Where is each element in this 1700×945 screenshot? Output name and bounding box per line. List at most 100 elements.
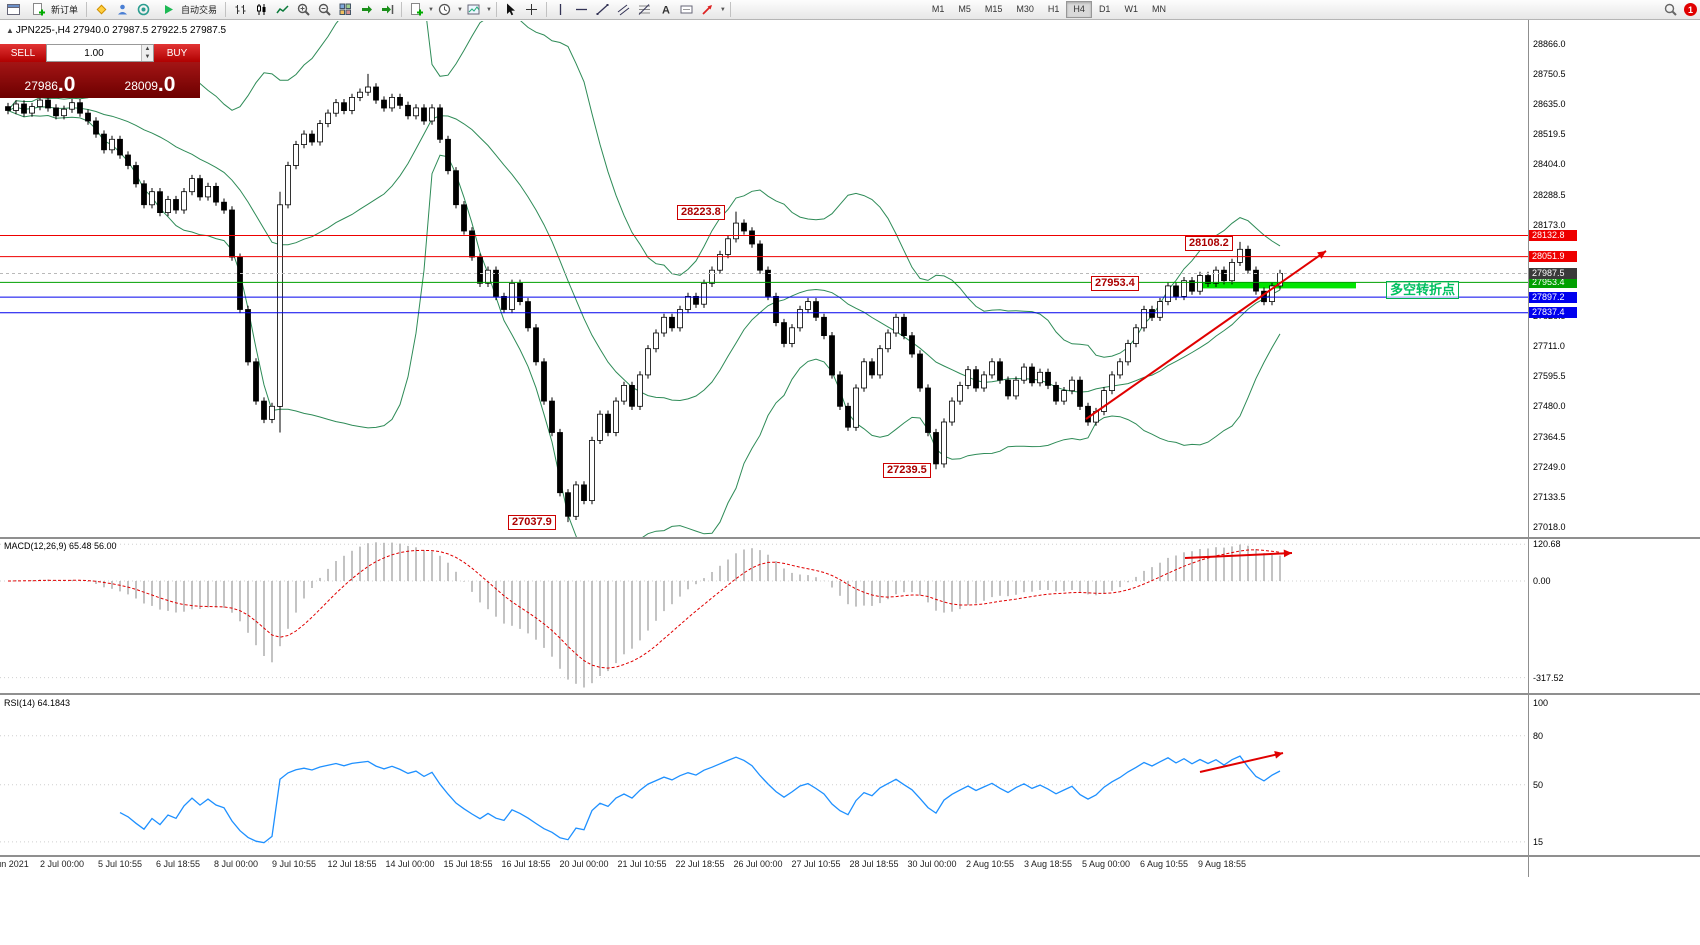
price-axis-label: 27364.5	[1533, 432, 1566, 442]
bollinger-bands	[7, 21, 1281, 537]
arrow-tools-caret[interactable]: ▼	[719, 6, 726, 13]
autotrading-button[interactable]: 自动交易	[154, 1, 221, 18]
fibonacci-icon[interactable]	[635, 1, 655, 18]
timeframe-h1[interactable]: H1	[1047, 4, 1060, 14]
svg-text:A: A	[662, 5, 670, 17]
periods-clock-icon[interactable]	[435, 1, 455, 18]
time-axis-label: 5 Aug 00:00	[1081, 859, 1131, 869]
volume-down-icon[interactable]: ▼	[142, 53, 153, 61]
time-axis-label: 15 Jul 18:55	[443, 859, 493, 869]
price-axis-label: 27711.0	[1533, 341, 1565, 351]
zoom-in-icon[interactable]	[293, 1, 313, 18]
volume-value[interactable]: 1.00	[84, 47, 104, 59]
sell-price[interactable]: 27986.0	[24, 73, 76, 96]
price-annotation[interactable]: 28223.8	[677, 205, 725, 220]
price-annotation[interactable]: 28108.2	[1185, 236, 1233, 251]
channel-icon[interactable]	[614, 1, 634, 18]
community-icon[interactable]	[133, 1, 153, 18]
time-axis-label: 26 Jul 00:00	[733, 859, 783, 869]
time-axis-label: 27 Jul 10:55	[791, 859, 841, 869]
price-tag: 27953.4	[1529, 277, 1577, 288]
profile-icon[interactable]	[112, 1, 132, 18]
symbol-info: ▲ JPN225-,H4 27940.0 27987.5 27922.5 2798…	[6, 25, 227, 36]
horizontal-line-icon[interactable]	[572, 1, 592, 18]
panel-splitter[interactable]	[0, 693, 1700, 695]
auto-scroll-icon[interactable]	[356, 1, 376, 18]
autotrading-play-icon	[158, 1, 178, 18]
time-axis-label: 30 Jul 00:00	[907, 859, 957, 869]
arrow-tools-icon[interactable]	[698, 1, 718, 18]
new-order-button[interactable]: 新订单	[24, 1, 82, 18]
time-axis-label: 3 Aug 18:55	[1023, 859, 1073, 869]
new-chart-caret[interactable]: ▼	[428, 6, 434, 13]
price-annotation[interactable]: 27239.5	[883, 463, 931, 478]
separator	[86, 2, 88, 17]
chart-shift-icon[interactable]	[377, 1, 397, 18]
macd-signal-line	[7, 549, 1281, 669]
new-order-label: 新订单	[51, 5, 79, 15]
timeframe-h4[interactable]: H4	[1066, 1, 1092, 18]
timeframe-w1[interactable]: W1	[1124, 4, 1138, 14]
timeframe-mn[interactable]: MN	[1151, 4, 1166, 14]
price-axis-label: 28173.0	[1533, 220, 1566, 230]
price-tag: 28051.9	[1529, 251, 1577, 262]
timeframe-m5[interactable]: M5	[958, 4, 971, 14]
price-axis-line	[1528, 20, 1529, 877]
macd-axis-label: -317.52	[1533, 673, 1564, 683]
rsi-panel[interactable]	[0, 695, 1528, 855]
rsi-axis-label: 15	[1533, 837, 1544, 847]
vertical-line-icon[interactable]	[551, 1, 571, 18]
timeframe-m1[interactable]: M1	[931, 4, 945, 14]
price-axis-label: 28635.0	[1533, 99, 1566, 109]
label-tool-icon[interactable]	[677, 1, 697, 18]
macd-panel[interactable]	[0, 539, 1528, 693]
bar-chart-icon[interactable]	[230, 1, 250, 18]
search-icon[interactable]	[1660, 1, 1680, 18]
templates-icon[interactable]	[464, 1, 484, 18]
toolbar: 新订单 自动交易	[0, 0, 1700, 20]
price-tag: 28132.8	[1529, 230, 1577, 241]
tile-windows-icon[interactable]	[335, 1, 355, 18]
price-annotation[interactable]: 27037.9	[508, 515, 556, 530]
time-axis-label: 21 Jul 10:55	[617, 859, 667, 869]
timeframe-d1[interactable]: D1	[1098, 4, 1111, 14]
volume-stepper[interactable]: ▲ ▼	[141, 45, 153, 61]
chart-window-icon[interactable]	[3, 1, 23, 18]
mql5-market-icon[interactable]	[91, 1, 111, 18]
templates-caret[interactable]: ▼	[485, 6, 492, 13]
time-axis-label: 5 Jul 10:55	[97, 859, 143, 869]
panel-splitter[interactable]	[0, 855, 1700, 857]
buy-price[interactable]: 28009.0	[124, 73, 176, 96]
price-tag: 27837.4	[1529, 307, 1577, 318]
volume-input[interactable]: 1.00 ▲ ▼	[46, 44, 154, 62]
timeframe-m15[interactable]: M15	[984, 4, 1003, 14]
crosshair-icon[interactable]	[522, 1, 542, 18]
separator	[495, 2, 497, 17]
timeframe-m30[interactable]: M30	[1016, 4, 1034, 14]
text-tool-icon[interactable]: A	[656, 1, 676, 18]
line-chart-icon[interactable]	[272, 1, 292, 18]
time-axis-label: 20 Jul 00:00	[559, 859, 609, 869]
volume-up-icon[interactable]: ▲	[142, 45, 153, 53]
notification-badge[interactable]: 1	[1684, 3, 1697, 16]
trendline-icon[interactable]	[593, 1, 613, 18]
time-axis-label: 9 Aug 18:55	[1197, 859, 1247, 869]
price-annotation[interactable]: 27953.4	[1091, 276, 1139, 291]
time-axis-label: 2 Aug 10:55	[965, 859, 1015, 869]
panel-splitter[interactable]	[0, 537, 1700, 539]
price-axis-label: 27249.0	[1533, 462, 1566, 472]
time-axis-label: 30 Jun 2021	[0, 859, 29, 869]
time-axis-label: 2 Jul 00:00	[39, 859, 85, 869]
candlestick-chart-icon[interactable]	[251, 1, 271, 18]
cursor-icon[interactable]	[501, 1, 521, 18]
time-axis-label: 6 Jul 18:55	[155, 859, 201, 869]
main-chart[interactable]	[0, 21, 1528, 537]
rsi-label: RSI(14) 64.1843	[4, 698, 71, 708]
zoom-out-icon[interactable]	[314, 1, 334, 18]
periods-caret[interactable]: ▼	[456, 6, 463, 13]
new-chart-icon[interactable]	[406, 1, 426, 18]
bid-price-tag: 27987.5	[1529, 268, 1577, 279]
text-annotation[interactable]: 多空转折点	[1386, 281, 1460, 299]
sell-button[interactable]: SELL	[0, 44, 46, 62]
buy-button[interactable]: BUY	[154, 44, 200, 62]
